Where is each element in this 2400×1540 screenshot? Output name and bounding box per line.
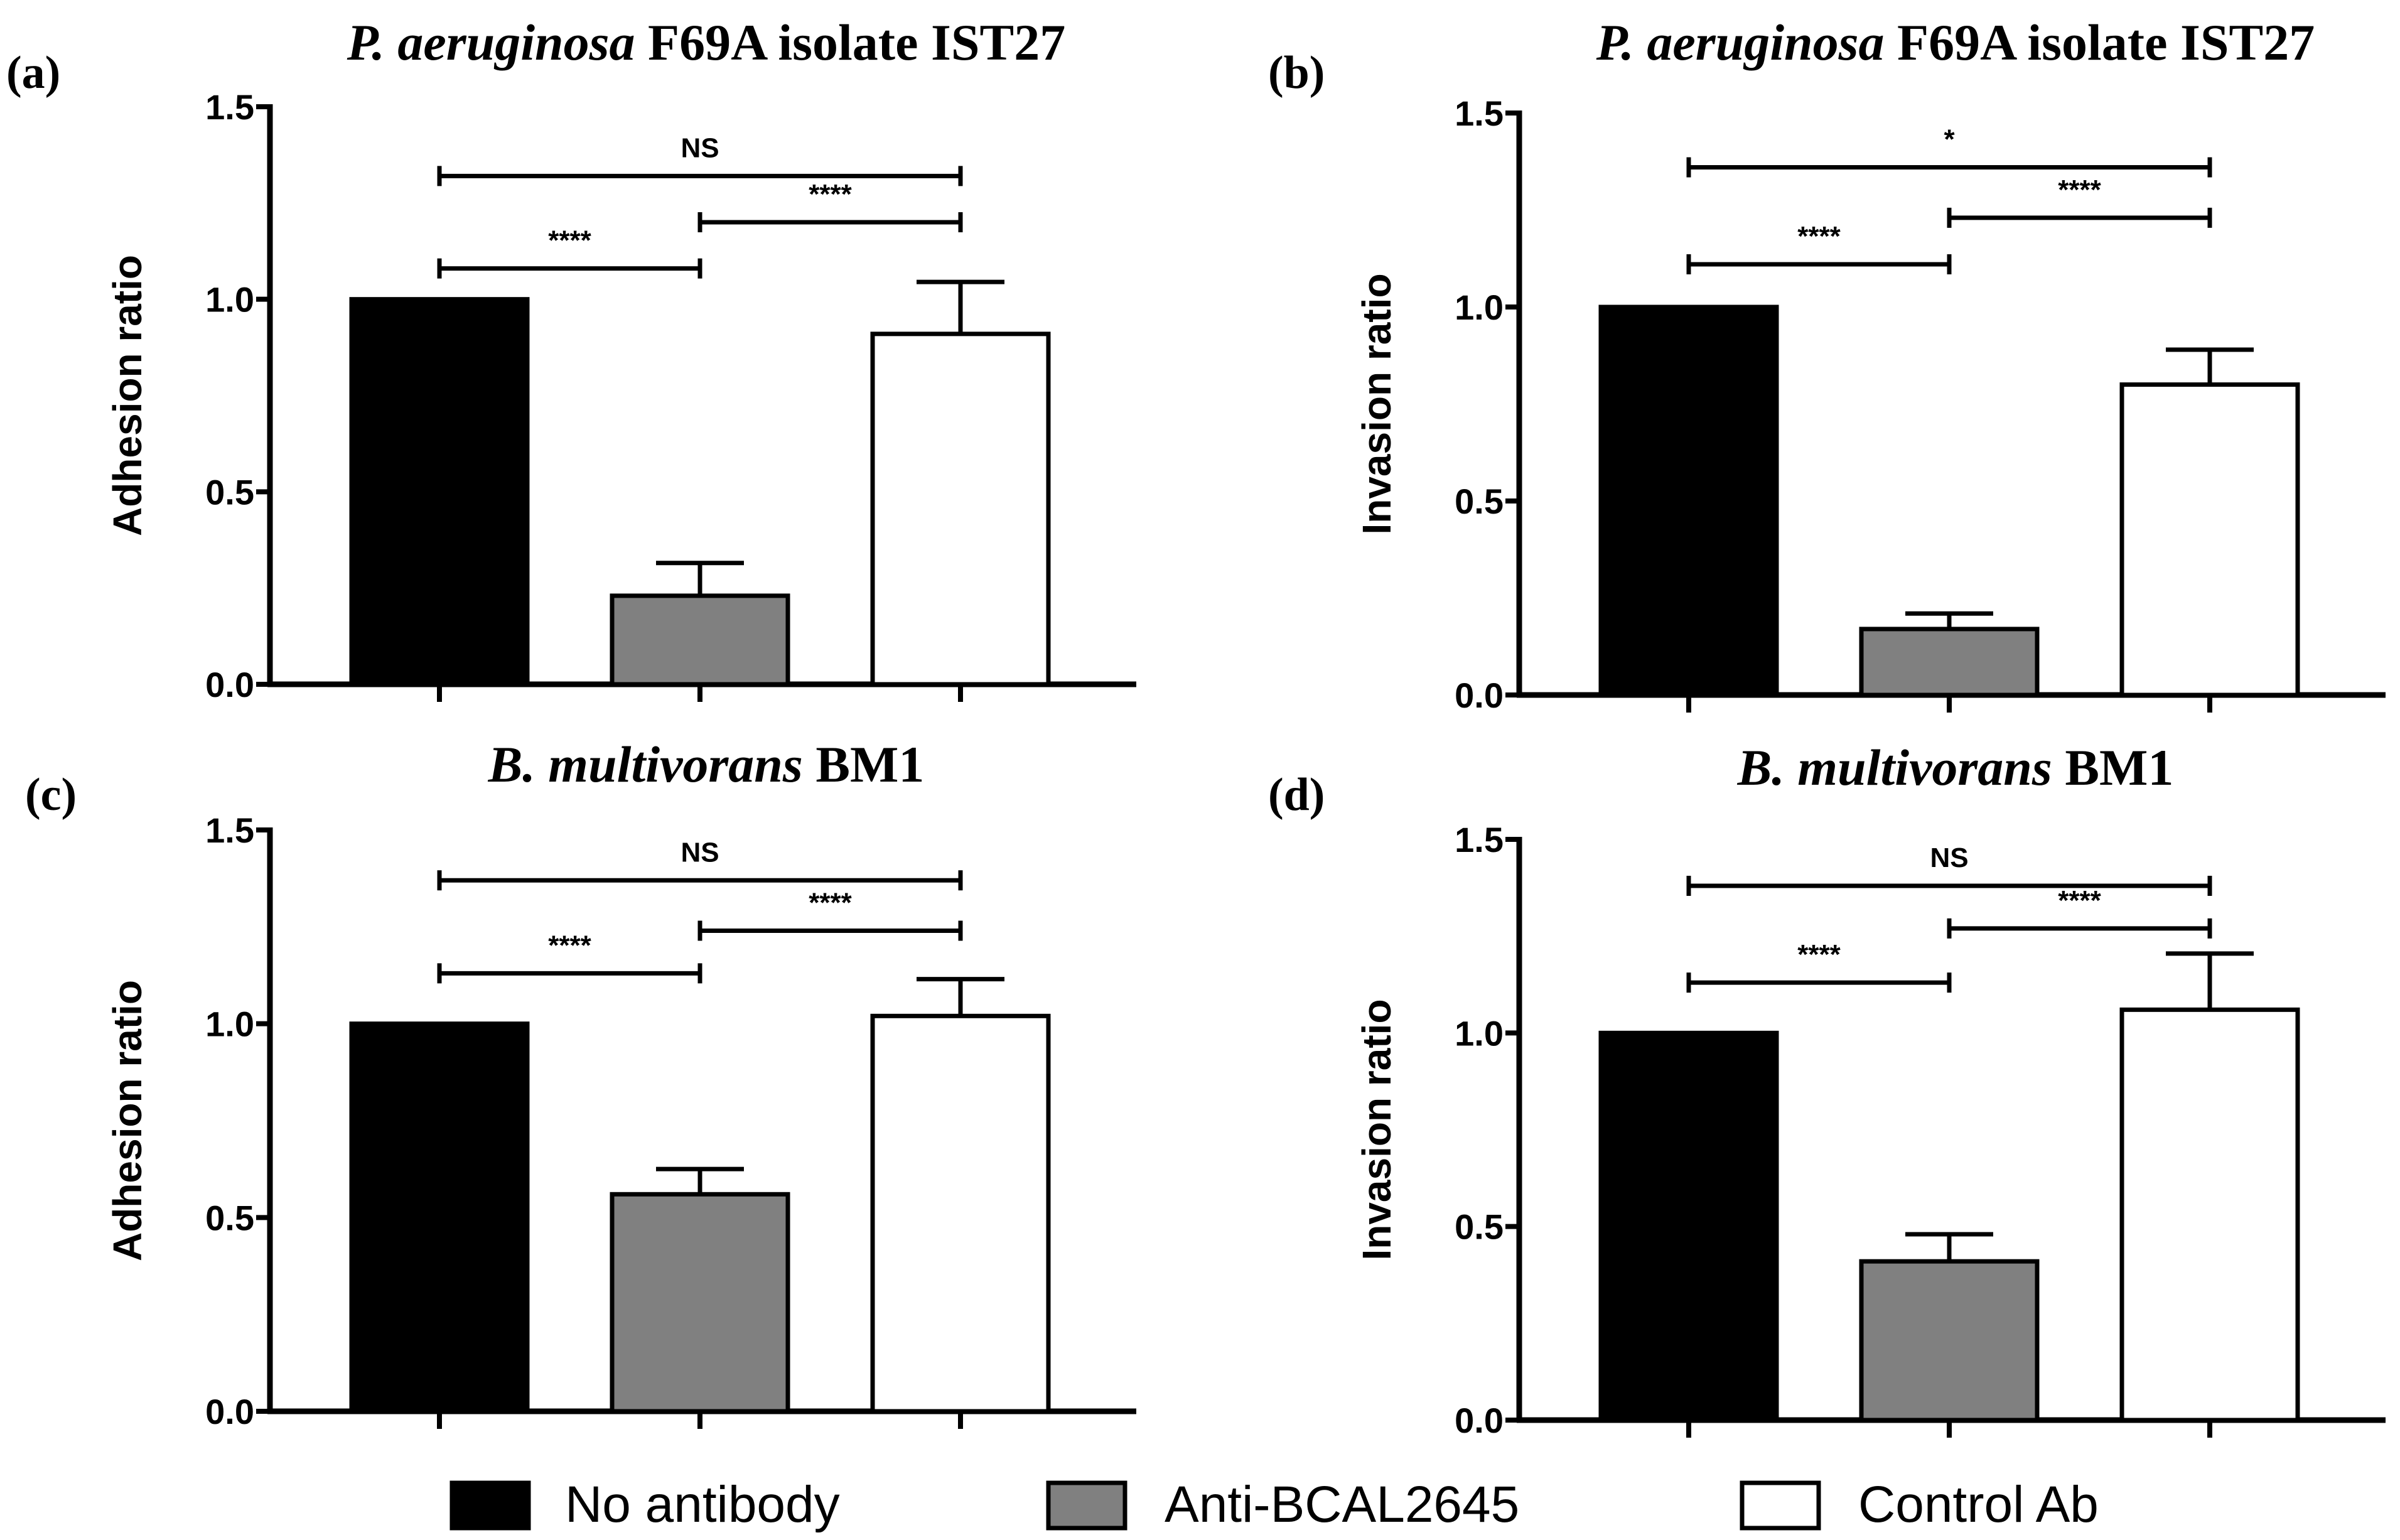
bar-1 bbox=[610, 593, 790, 687]
legend: No antibody Anti-BCAL2645 Control Ab bbox=[449, 1476, 2099, 1533]
y-axis-label: Invasion ratio bbox=[1354, 999, 1399, 1260]
title-strain: F69A isolate IST27 bbox=[1885, 14, 2315, 71]
chart-panel-0: (a) P. aeruginosa F69A isolate IST27 Adhes… bbox=[6, 14, 1136, 704]
chart-title: P. aeruginosa F69A isolate IST27 bbox=[347, 14, 1065, 71]
y-axis-label: Invasion ratio bbox=[1354, 273, 1399, 534]
legend-label: Anti-BCAL2645 bbox=[1165, 1476, 1519, 1533]
bar-2 bbox=[2119, 382, 2300, 697]
y-tick-label: 1.0 bbox=[1455, 288, 1504, 327]
significance-label: **** bbox=[548, 930, 591, 961]
bar-2 bbox=[2119, 1007, 2300, 1423]
bar-0 bbox=[1598, 1030, 1779, 1423]
y-tick-label: 0.5 bbox=[205, 1198, 254, 1237]
bar-1 bbox=[1859, 627, 2040, 697]
significance-label: **** bbox=[1797, 221, 1841, 252]
y-axis-label: Adhesion ratio bbox=[105, 980, 150, 1261]
y-tick-label: 1.0 bbox=[1455, 1013, 1504, 1053]
bar-1 bbox=[610, 1192, 790, 1414]
panel-label: (d) bbox=[1268, 769, 1325, 821]
legend-item-1: Anti-BCAL2645 bbox=[1046, 1476, 1519, 1533]
title-species: B. multivorans bbox=[1737, 739, 2052, 796]
panels: (a) P. aeruginosa F69A isolate IST27 Adhes… bbox=[6, 14, 2386, 1440]
bar-2 bbox=[870, 331, 1051, 687]
y-tick-label: 0.5 bbox=[1455, 1207, 1504, 1247]
bar-0 bbox=[1598, 304, 1779, 697]
legend-swatch bbox=[449, 1480, 531, 1531]
legend-label: No antibody bbox=[565, 1476, 840, 1533]
significance-label: NS bbox=[1930, 843, 1968, 873]
significance-label: NS bbox=[681, 132, 719, 163]
chart-panel-3: (d) B. multivorans BM1 Invasion ratio 0.0 0.… bbox=[1268, 739, 2386, 1440]
significance-label: **** bbox=[2058, 885, 2101, 916]
y-tick-label: 1.0 bbox=[205, 280, 254, 320]
significance-label: **** bbox=[1797, 939, 1841, 970]
bar-0 bbox=[349, 1021, 530, 1414]
legend-item-2: Control Ab bbox=[1740, 1476, 2099, 1533]
y-axis-label: Adhesion ratio bbox=[105, 255, 150, 536]
title-species: P. aeruginosa bbox=[1596, 14, 1885, 71]
legend-label: Control Ab bbox=[1858, 1476, 2099, 1533]
bar-0 bbox=[349, 297, 530, 687]
legend-swatch bbox=[1046, 1480, 1127, 1531]
title-strain: BM1 bbox=[803, 736, 925, 793]
chart-title: B. multivorans BM1 bbox=[1737, 739, 2174, 796]
y-tick-label: 0.5 bbox=[1455, 482, 1504, 521]
y-tick-label: 0.0 bbox=[1455, 676, 1504, 715]
y-tick-label: 1.5 bbox=[205, 810, 254, 850]
significance-label: **** bbox=[2058, 175, 2101, 205]
y-tick-label: 0.0 bbox=[1455, 1401, 1504, 1440]
chart-title: P. aeruginosa F69A isolate IST27 bbox=[1596, 14, 2315, 71]
y-tick-label: 1.5 bbox=[1455, 94, 1504, 133]
legend-swatch bbox=[1740, 1480, 1821, 1531]
significance-label: **** bbox=[809, 179, 852, 210]
legend-item-0: No antibody bbox=[449, 1476, 840, 1533]
title-species: B. multivorans bbox=[488, 736, 803, 793]
significance-label: * bbox=[1944, 124, 1955, 155]
title-species: P. aeruginosa bbox=[347, 14, 635, 71]
significance-label: **** bbox=[548, 225, 591, 256]
panel-label: (a) bbox=[6, 47, 60, 99]
y-tick-label: 0.0 bbox=[205, 1392, 254, 1431]
y-tick-label: 1.5 bbox=[205, 87, 254, 127]
y-tick-label: 1.5 bbox=[1455, 820, 1504, 859]
significance-label: NS bbox=[681, 837, 719, 868]
y-tick-label: 0.5 bbox=[205, 472, 254, 512]
panel-label: (b) bbox=[1268, 47, 1325, 99]
chart-panel-2: (c) B. multivorans BM1 Adhesion ratio 0.0 0.… bbox=[25, 736, 1136, 1431]
bar-1 bbox=[1859, 1259, 2040, 1423]
chart-panel-1: (b) P. aeruginosa F69A isolate IST27 Invas… bbox=[1268, 14, 2386, 715]
significance-label: **** bbox=[809, 888, 852, 918]
bar-2 bbox=[870, 1013, 1051, 1414]
y-tick-label: 1.0 bbox=[205, 1004, 254, 1044]
title-strain: F69A isolate IST27 bbox=[635, 14, 1066, 71]
panel-label: (c) bbox=[25, 769, 77, 821]
y-tick-label: 0.0 bbox=[205, 665, 254, 704]
chart-title: B. multivorans BM1 bbox=[488, 736, 925, 793]
title-strain: BM1 bbox=[2052, 739, 2174, 796]
